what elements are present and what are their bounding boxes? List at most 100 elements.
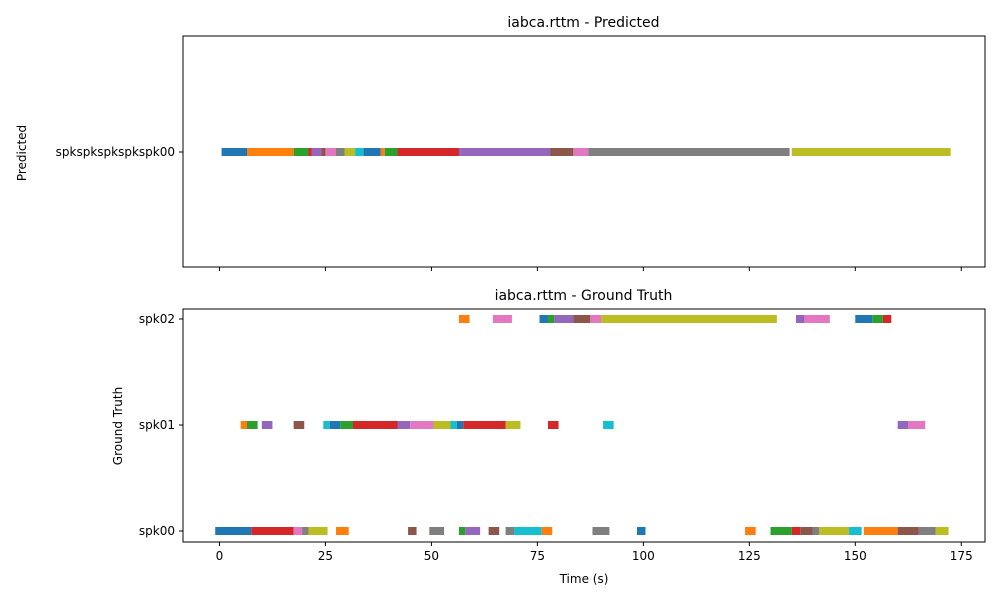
ytick-label-spk02: spk02 bbox=[139, 312, 175, 326]
segment-spk00-47 bbox=[636, 527, 646, 535]
segment-spk00-34 bbox=[293, 527, 303, 535]
xtick-label-50: 50 bbox=[424, 549, 439, 563]
segment-spkspkspkspkspk00-1 bbox=[247, 148, 294, 156]
segment-spkspkspkspkspk00-6 bbox=[325, 148, 337, 156]
segment-spkspkspkspkspk00-13 bbox=[397, 148, 459, 156]
segment-spk01-19 bbox=[340, 421, 353, 429]
segment-spk00-46 bbox=[592, 527, 610, 535]
xtick-label-175: 175 bbox=[950, 549, 973, 563]
segment-spk00-58 bbox=[935, 527, 949, 535]
segment-spk00-51 bbox=[800, 527, 813, 535]
segment-spk00-33 bbox=[251, 527, 294, 535]
ground-truth-yticks: spk00 spk01 spk02 bbox=[139, 312, 183, 538]
ground-truth-axes: iabca.rttm - Ground Truth Ground Truth T… bbox=[111, 288, 986, 586]
segment-spk00-52 bbox=[812, 527, 820, 535]
ground-truth-title: iabca.rttm - Ground Truth bbox=[495, 288, 673, 304]
predicted-ylabel: Predicted bbox=[15, 125, 29, 181]
segment-spk00-44 bbox=[514, 527, 542, 535]
segment-spk02-3 bbox=[547, 315, 555, 323]
segment-spkspkspkspkspk00-2 bbox=[293, 148, 309, 156]
segment-spk01-13 bbox=[240, 421, 248, 429]
predicted-title: iabca.rttm - Predicted bbox=[507, 15, 659, 31]
segment-spk00-39 bbox=[429, 527, 445, 535]
segment-spk02-10 bbox=[855, 315, 873, 323]
segment-spk02-7 bbox=[600, 315, 777, 323]
xtick-label-150: 150 bbox=[844, 549, 867, 563]
segment-spkspkspkspkspk00-18 bbox=[791, 148, 951, 156]
segment-spk00-57 bbox=[918, 527, 936, 535]
segment-spk00-55 bbox=[863, 527, 898, 535]
segment-spkspkspkspkspk00-17 bbox=[588, 148, 790, 156]
segment-spkspkspkspkspk00-12 bbox=[384, 148, 398, 156]
predicted-frame bbox=[182, 35, 986, 268]
segment-spk01-15 bbox=[261, 421, 273, 429]
predicted-segments bbox=[221, 148, 951, 156]
segment-spkspkspkspkspk00-16 bbox=[573, 148, 589, 156]
segment-spk01-29 bbox=[603, 421, 614, 429]
segment-spk02-0 bbox=[458, 315, 470, 323]
segment-spkspkspkspkspk00-8 bbox=[344, 148, 356, 156]
segment-spk00-43 bbox=[505, 527, 515, 535]
segment-spk02-6 bbox=[590, 315, 601, 323]
segment-spk00-35 bbox=[302, 527, 309, 535]
segment-spk01-27 bbox=[505, 421, 521, 429]
segment-spk02-5 bbox=[573, 315, 591, 323]
segment-spk00-54 bbox=[848, 527, 862, 535]
segment-spk00-40 bbox=[458, 527, 466, 535]
ground-truth-xticks: 0 25 50 75 100 125 150 175 bbox=[216, 542, 973, 563]
segment-spk01-21 bbox=[397, 421, 411, 429]
segment-spk02-12 bbox=[882, 315, 892, 323]
ytick-label-spk01: spk01 bbox=[139, 418, 175, 432]
segment-spkspkspkspkspk00-15 bbox=[550, 148, 574, 156]
predicted-xticks bbox=[218, 267, 962, 271]
segment-spk01-30 bbox=[897, 421, 909, 429]
segment-spkspkspkspkspk00-14 bbox=[458, 148, 551, 156]
segment-spk01-26 bbox=[463, 421, 506, 429]
segment-spkspkspkspkspk00-5 bbox=[321, 148, 326, 156]
segment-spk01-23 bbox=[433, 421, 451, 429]
segment-spk01-17 bbox=[323, 421, 330, 429]
segment-spkspkspkspkspk00-9 bbox=[355, 148, 364, 156]
segment-spkspkspkspkspk00-7 bbox=[336, 148, 345, 156]
segment-spk00-49 bbox=[770, 527, 792, 535]
segment-spk00-50 bbox=[791, 527, 801, 535]
xtick-label-0: 0 bbox=[216, 549, 224, 563]
segment-spk02-2 bbox=[539, 315, 548, 323]
segment-spk01-18 bbox=[329, 421, 341, 429]
segment-spk02-8 bbox=[795, 315, 805, 323]
ground-truth-ylabel: Ground Truth bbox=[111, 387, 125, 465]
segment-spkspkspkspkspk00-3 bbox=[308, 148, 312, 156]
segment-spk00-38 bbox=[408, 527, 417, 535]
segment-spk00-42 bbox=[488, 527, 500, 535]
ytick-label-spkspkspkspkspk00: spkspkspkspkspk00 bbox=[56, 145, 175, 159]
xtick-label-100: 100 bbox=[632, 549, 655, 563]
segment-spk02-4 bbox=[554, 315, 574, 323]
xtick-label-125: 125 bbox=[738, 549, 761, 563]
ground-truth-segments bbox=[215, 315, 949, 535]
ytick-label-spk00: spk00 bbox=[139, 524, 175, 538]
segment-spk02-11 bbox=[872, 315, 883, 323]
segment-spk00-32 bbox=[215, 527, 252, 535]
xtick-label-25: 25 bbox=[318, 549, 333, 563]
predicted-yticks: spkspkspkspkspk00 bbox=[56, 145, 183, 159]
segment-spk00-36 bbox=[308, 527, 328, 535]
ground-truth-xlabel: Time (s) bbox=[559, 572, 609, 586]
segment-spk02-9 bbox=[804, 315, 830, 323]
segment-spk00-56 bbox=[897, 527, 919, 535]
segment-spkspkspkspkspk00-11 bbox=[380, 148, 385, 156]
segment-spk01-22 bbox=[410, 421, 434, 429]
segment-spk01-20 bbox=[352, 421, 398, 429]
segment-spk00-45 bbox=[541, 527, 553, 535]
segment-spk00-37 bbox=[336, 527, 349, 535]
segment-spk01-14 bbox=[247, 421, 258, 429]
segment-spk01-28 bbox=[547, 421, 559, 429]
segment-spk00-41 bbox=[465, 527, 481, 535]
segment-spkspkspkspkspk00-4 bbox=[311, 148, 322, 156]
segment-spk00-53 bbox=[819, 527, 849, 535]
segment-spk00-48 bbox=[745, 527, 756, 535]
segment-spk01-25 bbox=[456, 421, 464, 429]
predicted-axes: iabca.rttm - Predicted Predicted spkspks… bbox=[15, 15, 986, 271]
segment-spk01-24 bbox=[450, 421, 457, 429]
segment-spkspkspkspkspk00-0 bbox=[221, 148, 247, 156]
